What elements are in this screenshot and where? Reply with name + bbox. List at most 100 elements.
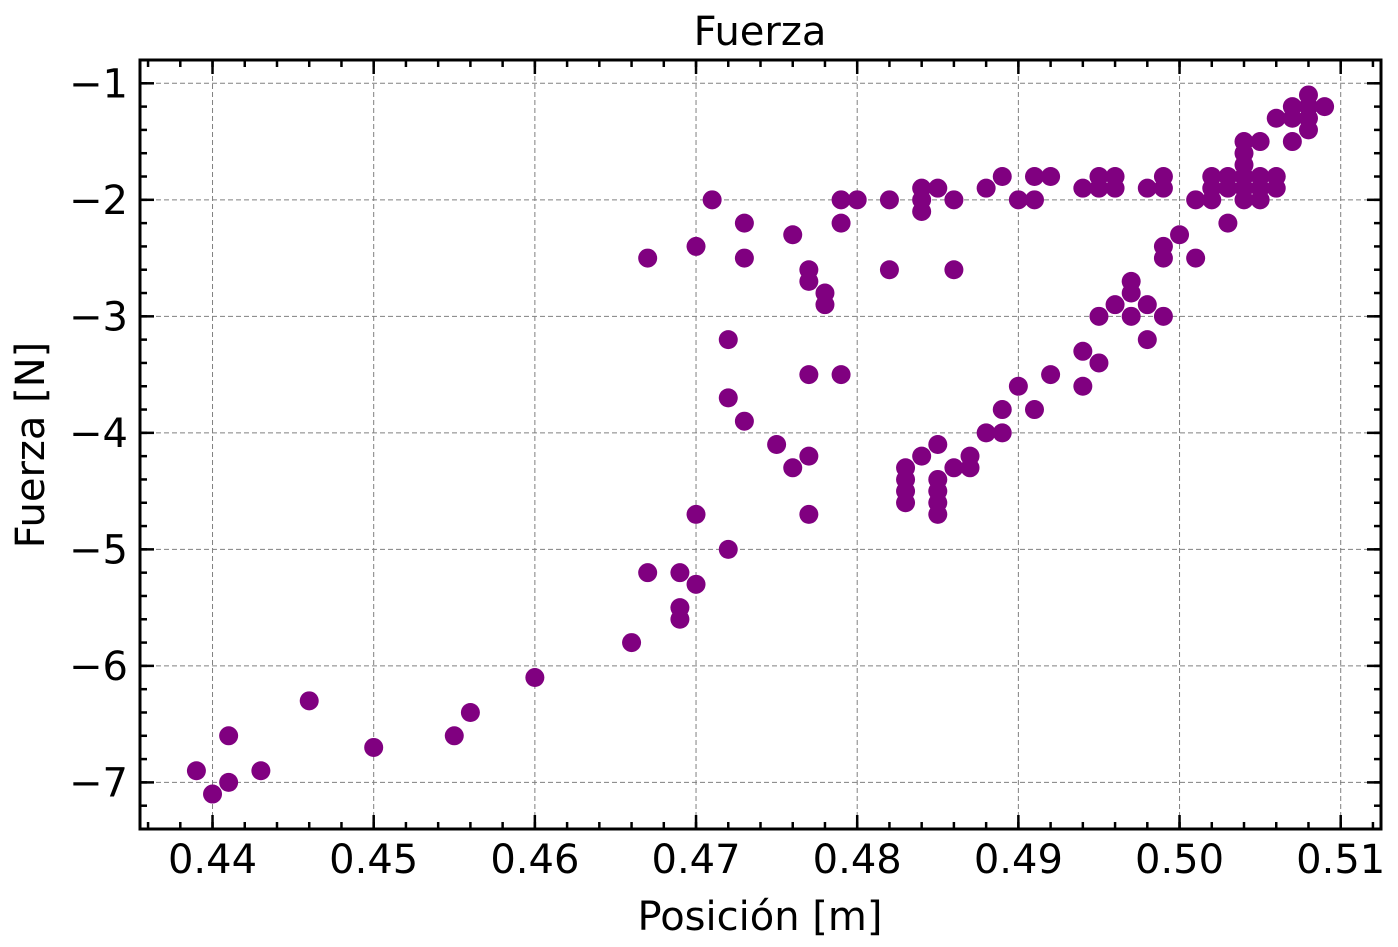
data-point <box>686 574 706 594</box>
data-point <box>1153 306 1173 326</box>
data-point <box>879 260 899 280</box>
data-point <box>1298 120 1318 140</box>
data-point <box>702 190 722 210</box>
data-point <box>799 504 819 524</box>
plot-frame <box>138 58 1383 831</box>
data-point <box>686 504 706 524</box>
x-tick-label: 0.44 <box>168 837 257 883</box>
x-tick-label: 0.50 <box>1135 837 1224 883</box>
data-point <box>1121 306 1141 326</box>
data-point <box>928 178 948 198</box>
data-point <box>799 271 819 291</box>
data-point <box>960 458 980 478</box>
data-point <box>299 691 319 711</box>
data-point <box>1089 306 1109 326</box>
data-point <box>718 330 738 350</box>
data-point <box>879 190 899 210</box>
y-tick-label: −5 <box>69 527 128 573</box>
data-point <box>896 493 916 513</box>
data-point <box>928 435 948 454</box>
y-tick-label: −7 <box>69 760 128 806</box>
y-axis-label: Fuerza [N] <box>8 342 54 549</box>
data-point <box>734 248 754 268</box>
y-tick-labels: −1 −2 −3 −4 −5 −6 −7 <box>69 61 128 806</box>
data-point <box>1250 190 1270 210</box>
data-point <box>1250 132 1270 152</box>
data-point <box>1234 190 1254 210</box>
data-point <box>944 190 964 210</box>
x-tick-label: 0.45 <box>329 837 418 883</box>
x-tick-labels: 0.44 0.45 0.46 0.47 0.48 0.49 0.50 0.51 <box>168 837 1385 883</box>
axis-ticks <box>140 60 1381 831</box>
data-point <box>944 458 964 478</box>
data-point <box>219 726 239 746</box>
data-point <box>670 563 690 583</box>
data-point <box>1153 167 1173 187</box>
data-point <box>992 423 1012 443</box>
y-tick-label: −6 <box>69 644 128 690</box>
data-point <box>1089 167 1109 187</box>
data-point <box>1202 167 1222 187</box>
data-point <box>1041 365 1061 385</box>
data-point <box>1234 155 1254 175</box>
data-point <box>1218 213 1238 233</box>
data-point <box>251 761 271 781</box>
y-tick-label: −3 <box>69 294 128 340</box>
data-point <box>1121 283 1141 303</box>
data-point <box>364 737 384 757</box>
data-point <box>799 446 819 466</box>
data-point <box>912 178 932 198</box>
data-point <box>1266 108 1286 128</box>
data-point <box>1282 132 1302 152</box>
data-point <box>799 365 819 385</box>
data-point <box>944 260 964 280</box>
data-point <box>976 178 996 198</box>
data-point <box>460 702 480 722</box>
data-point <box>815 295 835 315</box>
data-point <box>831 190 851 210</box>
data-point <box>718 539 738 559</box>
data-point <box>1170 225 1190 245</box>
y-tick-label: −1 <box>69 61 128 107</box>
data-point <box>992 400 1012 420</box>
x-tick-label: 0.51 <box>1296 837 1385 883</box>
data-point <box>219 772 239 792</box>
data-point <box>1041 167 1061 187</box>
data-point <box>1315 97 1335 117</box>
data-point <box>1153 248 1173 268</box>
data-point <box>670 609 690 629</box>
data-point <box>831 213 851 233</box>
data-point <box>1105 178 1125 198</box>
data-point <box>1186 248 1206 268</box>
data-point <box>1105 295 1125 315</box>
data-point <box>783 458 803 478</box>
data-point <box>186 761 206 781</box>
data-point <box>1073 341 1093 361</box>
data-point <box>1089 353 1109 373</box>
data-point <box>1073 178 1093 198</box>
data-point <box>928 504 948 524</box>
data-point <box>1008 376 1028 396</box>
data-point <box>718 388 738 408</box>
data-point <box>1137 178 1157 198</box>
data-point <box>1137 295 1157 315</box>
data-point <box>783 225 803 245</box>
data-point <box>1024 190 1044 210</box>
data-point <box>444 726 464 746</box>
data-point <box>912 446 932 466</box>
data-point <box>1137 330 1157 350</box>
grid-lines <box>140 60 1381 829</box>
data-point <box>1008 190 1028 210</box>
chart-title: Fuerza <box>694 9 827 55</box>
data-point <box>638 563 658 583</box>
data-point <box>976 423 996 443</box>
data-point <box>734 213 754 233</box>
data-point <box>1266 178 1286 198</box>
data-point <box>1186 190 1206 210</box>
data-point <box>1282 108 1302 128</box>
data-point <box>847 190 867 210</box>
data-points <box>186 85 1335 804</box>
data-point <box>734 411 754 431</box>
data-point <box>622 633 642 653</box>
